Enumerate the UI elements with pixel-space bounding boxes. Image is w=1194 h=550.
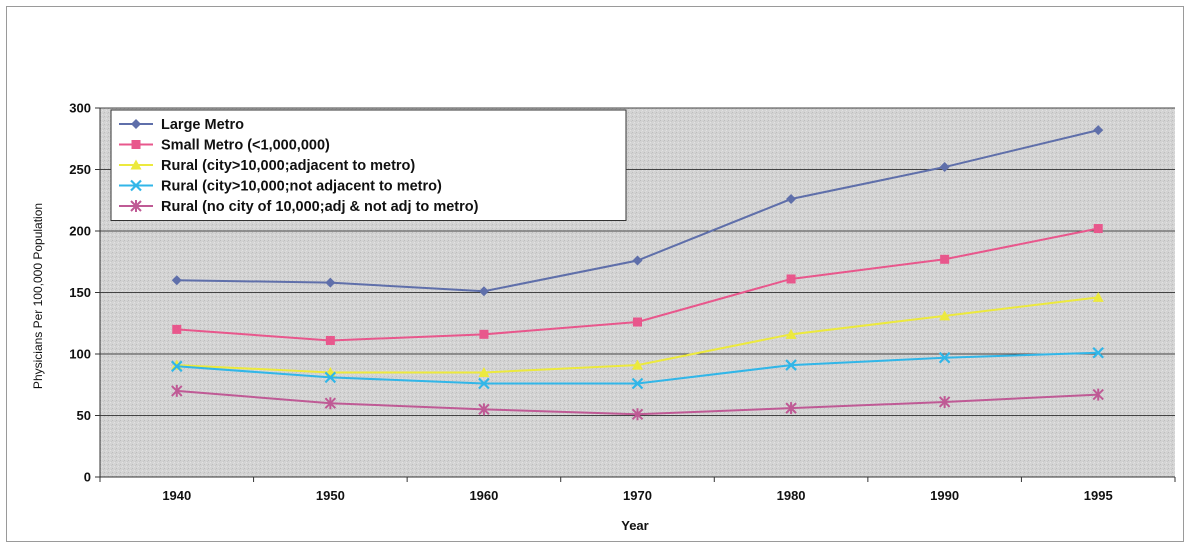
y-tick-label: 300 — [69, 101, 91, 116]
legend-label: Small Metro (<1,000,000) — [161, 138, 330, 154]
legend-item: Small Metro (<1,000,000) — [119, 138, 330, 154]
data-point — [324, 397, 337, 410]
data-point — [325, 335, 335, 345]
data-point — [786, 194, 797, 205]
data-point — [478, 366, 490, 377]
data-point — [171, 275, 182, 286]
series-4 — [171, 346, 1104, 390]
legend-label: Large Metro — [161, 117, 244, 133]
data-point — [1093, 125, 1104, 136]
data-point — [632, 359, 643, 370]
data-point — [478, 377, 490, 390]
data-point — [938, 395, 951, 408]
data-point — [786, 274, 796, 284]
y-tick-label: 150 — [69, 285, 91, 300]
x-tick-label: 1950 — [316, 488, 345, 503]
legend-marker — [131, 119, 141, 129]
data-point — [939, 310, 951, 321]
data-point — [631, 377, 644, 390]
legend-marker — [130, 200, 142, 212]
y-tick-label: 100 — [69, 347, 91, 362]
y-tick-label: 50 — [77, 408, 91, 423]
x-tick-label: 1940 — [162, 488, 191, 503]
data-point — [325, 277, 336, 288]
data-point — [631, 408, 644, 421]
data-point — [940, 254, 950, 264]
y-tick-label: 200 — [69, 224, 91, 239]
legend-marker — [130, 159, 142, 170]
data-point — [785, 328, 797, 339]
legend-label: Rural (no city of 10,000;adj & not adj t… — [161, 199, 479, 215]
data-point — [478, 286, 489, 297]
x-axis-title: Year — [621, 518, 648, 533]
data-point — [1093, 224, 1103, 234]
legend-item: Large Metro — [119, 117, 244, 133]
data-point — [785, 402, 797, 415]
data-point — [785, 359, 797, 371]
legend-item: Rural (no city of 10,000;adj & not adj t… — [119, 199, 479, 215]
legend-item: Rural (city>10,000;not adjacent to metro… — [119, 179, 442, 195]
data-point — [172, 324, 182, 334]
data-point — [324, 371, 337, 384]
y-tick-label: 250 — [69, 162, 91, 177]
data-point — [938, 351, 951, 364]
data-point — [1092, 346, 1104, 359]
legend-marker — [130, 179, 142, 192]
data-point — [939, 162, 950, 173]
data-point — [1092, 291, 1104, 302]
legend-label: Rural (city>10,000;not adjacent to metro… — [161, 179, 442, 195]
data-point — [478, 403, 490, 416]
x-tick-label: 1990 — [930, 488, 959, 503]
data-point — [633, 317, 642, 327]
legend-box — [110, 109, 627, 221]
legend-label: Rural (city>10,000;adjacent to metro) — [161, 158, 415, 174]
y-axis-title: Physicians Per 100,000 Population — [31, 203, 45, 389]
data-point — [479, 329, 489, 339]
data-point — [632, 255, 643, 266]
series-2 — [172, 224, 1103, 345]
series-1 — [171, 125, 1104, 297]
legend-marker — [131, 140, 141, 149]
x-tick-label: 1980 — [777, 488, 806, 503]
data-point — [171, 384, 183, 397]
x-tick-label: 1995 — [1084, 488, 1113, 503]
x-tick-label: 1960 — [469, 488, 498, 503]
y-tick-label: 0 — [84, 470, 91, 485]
legend-item: Rural (city>10,000;adjacent to metro) — [119, 158, 415, 174]
data-point — [171, 360, 183, 373]
x-tick-label: 1970 — [623, 488, 652, 503]
series-5 — [171, 384, 1104, 421]
data-point — [1092, 388, 1104, 401]
